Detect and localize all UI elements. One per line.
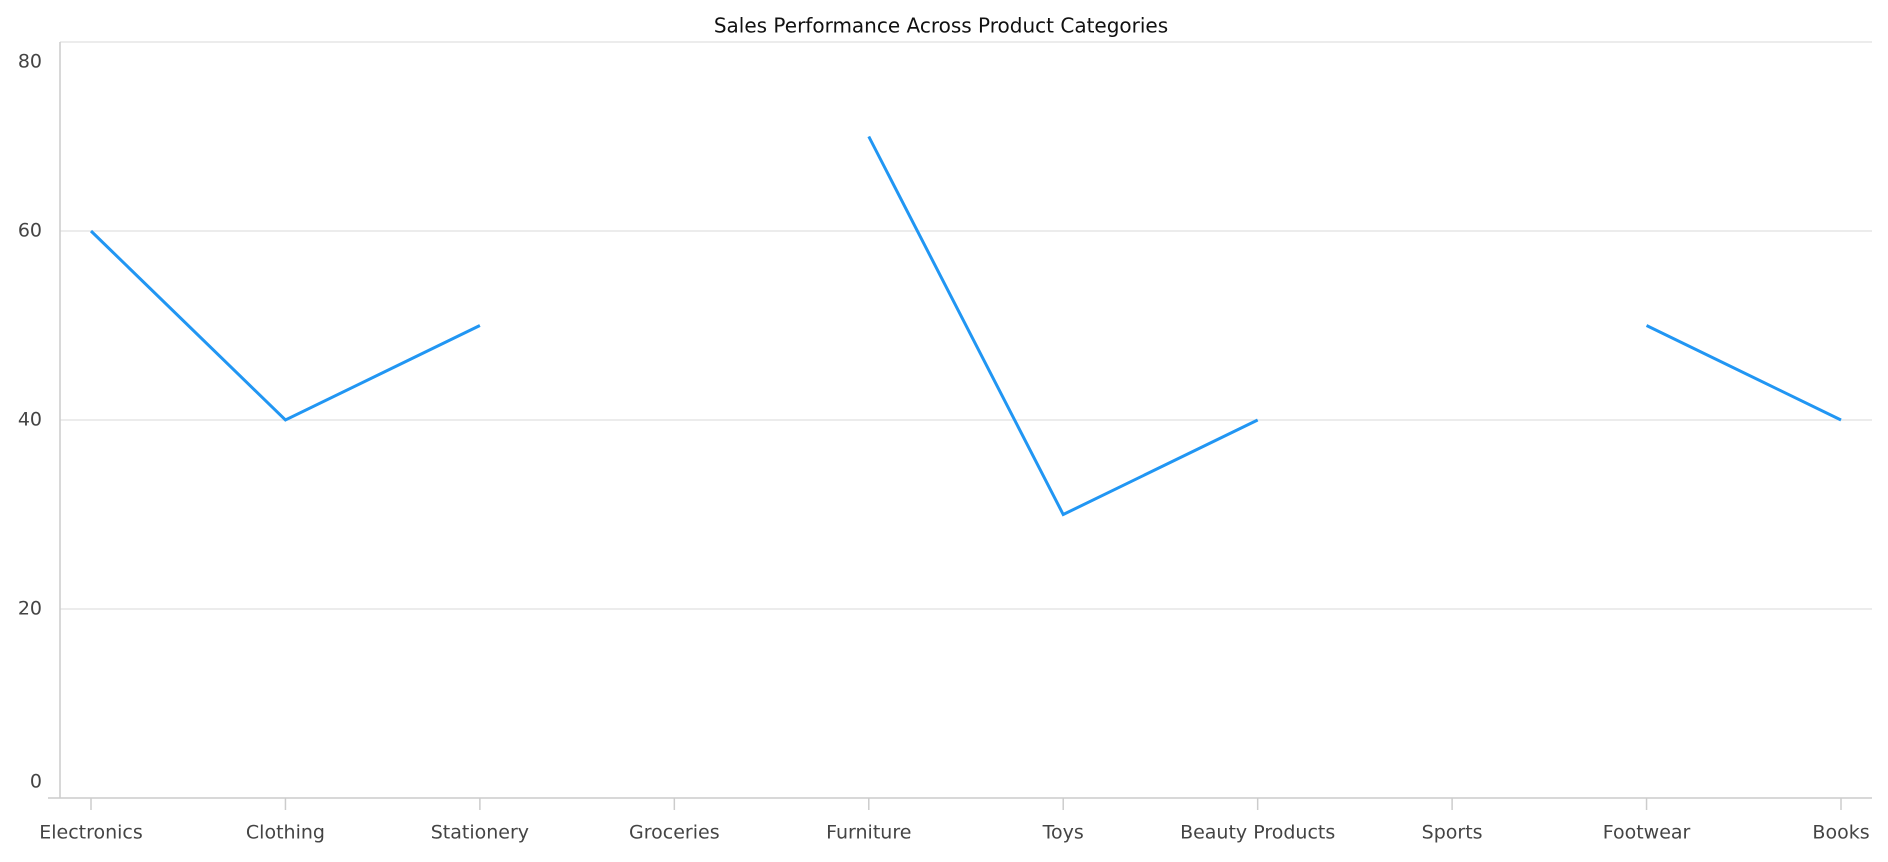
y-tick-label: 20 bbox=[18, 598, 42, 620]
x-tick-label: Furniture bbox=[826, 822, 911, 844]
y-tick-label: 60 bbox=[18, 220, 42, 242]
x-tick-label: Beauty Products bbox=[1180, 822, 1335, 844]
x-tick-label: Stationery bbox=[431, 822, 529, 844]
line-series bbox=[89, 135, 1842, 517]
y-tick-label: 40 bbox=[18, 409, 42, 431]
y-tick-label: 0 bbox=[30, 771, 42, 793]
chart-title: Sales Performance Across Product Categor… bbox=[714, 14, 1168, 38]
x-tick-label: Sports bbox=[1422, 822, 1483, 844]
x-tick-label: Clothing bbox=[246, 822, 325, 844]
x-tick-label: Groceries bbox=[629, 822, 720, 844]
x-tick-label: Footwear bbox=[1603, 822, 1691, 844]
y-tick-label: 80 bbox=[18, 51, 42, 73]
x-tick-label: Toys bbox=[1042, 822, 1084, 844]
x-tick-label: Books bbox=[1812, 822, 1869, 844]
x-tick-label: Electronics bbox=[39, 822, 143, 844]
